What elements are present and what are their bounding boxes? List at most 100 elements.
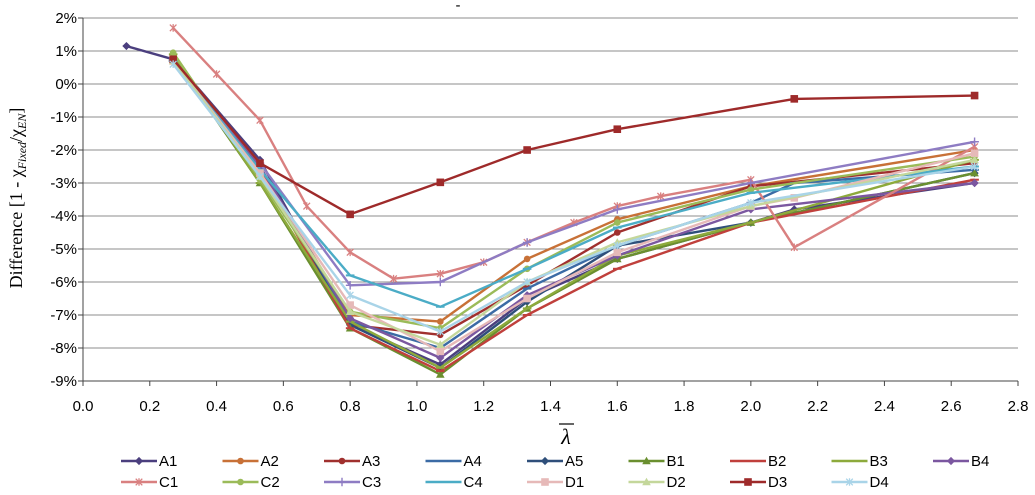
legend-label: C1 <box>159 474 178 491</box>
legend-label: D1 <box>565 474 584 491</box>
legend-label: A5 <box>565 453 583 470</box>
legend-item-C1: C1 <box>121 474 178 491</box>
legend-item-B3: B3 <box>831 453 888 470</box>
legend-item-C3: C3 <box>324 474 381 491</box>
y-axis-label-mid: /χ <box>6 129 26 142</box>
y-axis-label-prefix: Difference [1 - χ <box>6 169 26 288</box>
x-tick-label: 0.8 <box>340 398 361 415</box>
data-point-D3 <box>790 95 799 103</box>
legend-label: A3 <box>362 453 380 470</box>
legend-marker <box>237 457 244 465</box>
x-tick-label: 1.8 <box>674 398 695 415</box>
data-point-D1 <box>523 294 531 303</box>
y-tick-label: -5% <box>50 241 77 258</box>
legend-marker <box>237 478 244 486</box>
data-point-D1 <box>346 301 354 309</box>
data-point-D1 <box>436 347 445 356</box>
data-point-C1 <box>302 202 311 210</box>
data-point-B1 <box>970 168 979 177</box>
legend-label: A2 <box>261 453 279 470</box>
data-point-D1 <box>970 149 979 158</box>
x-tick-label: 1.4 <box>540 398 561 415</box>
legend-item-C4: C4 <box>425 474 483 491</box>
data-point-D4 <box>256 172 264 181</box>
data-point-D4 <box>436 327 445 336</box>
series-line-C4 <box>172 60 975 308</box>
data-point-D3 <box>169 55 177 64</box>
y-tick-label: 1% <box>55 43 77 60</box>
legend-item-D4: D4 <box>831 474 889 491</box>
legend-marker <box>744 478 752 486</box>
legend-label: A4 <box>464 453 482 470</box>
data-point-C2 <box>747 186 755 193</box>
legend-item-B1: B1 <box>628 453 685 470</box>
legend-label: B3 <box>870 453 888 470</box>
data-point-A3 <box>613 229 621 236</box>
legend-label: D2 <box>667 474 686 491</box>
data-point-C3 <box>436 277 445 287</box>
data-point-D3 <box>346 210 354 219</box>
legend-label: C3 <box>362 474 381 491</box>
y-tick-label: -3% <box>50 175 77 192</box>
data-point-D4 <box>346 291 354 299</box>
data-point-C3 <box>746 178 756 188</box>
series-B4 <box>169 56 979 362</box>
y-tick-label: -1% <box>50 109 77 126</box>
legend-item-A3: A3 <box>324 453 380 470</box>
legend-label: B4 <box>971 453 989 470</box>
x-tick-label: 2.0 <box>740 398 761 415</box>
y-tick-label: -7% <box>50 307 77 324</box>
legend-marker <box>540 456 550 466</box>
series-line-A4 <box>172 60 975 350</box>
data-point-D3 <box>523 146 531 154</box>
x-tick-label: 2.6 <box>941 398 962 415</box>
legend-marker <box>134 456 144 466</box>
x-axis-label-glyph: λ <box>560 424 571 449</box>
legend-marker <box>541 478 549 486</box>
legend-label: D3 <box>768 474 787 491</box>
data-point-D3 <box>970 91 979 100</box>
data-point-A2 <box>437 318 444 325</box>
legend-item-A4: A4 <box>425 453 482 470</box>
data-point-C3 <box>522 238 532 247</box>
axes <box>78 17 1019 386</box>
y-tick-label: -8% <box>50 340 77 357</box>
x-tick-label: 1.0 <box>406 398 427 415</box>
legend-item-D2: D2 <box>628 474 686 491</box>
data-point-B1 <box>436 370 445 378</box>
y-tick-label: 2% <box>55 10 77 27</box>
series-A1 <box>122 41 979 369</box>
legend-marker <box>642 477 651 486</box>
data-point-C1 <box>256 116 264 125</box>
data-point-A1 <box>122 41 131 51</box>
x-tick-label: 1.6 <box>607 398 628 415</box>
legend-marker <box>337 477 347 487</box>
data-point-C1 <box>790 243 799 252</box>
series-line-D4 <box>172 63 975 333</box>
x-tick-label: 1.2 <box>473 398 494 415</box>
x-tick-label: 2.2 <box>807 398 828 415</box>
data-point-B4 <box>436 353 445 362</box>
series-line-C1 <box>172 27 976 280</box>
y-axis-label: Difference [1 - χFixed/χEN] <box>6 108 29 289</box>
legend-item-B4: B4 <box>933 453 989 470</box>
legend-marker <box>135 478 143 486</box>
legend-marker <box>642 456 651 465</box>
series-line-B4 <box>172 60 975 360</box>
legend-marker <box>946 456 956 466</box>
y-tick-label: -6% <box>50 274 77 291</box>
legend-item-A1: A1 <box>121 453 177 470</box>
legend-item-C2: C2 <box>222 474 280 491</box>
legend-label: B2 <box>768 453 786 470</box>
data-point-D2 <box>345 307 355 315</box>
series-line-C2 <box>172 51 975 330</box>
data-point-B4 <box>970 178 979 188</box>
data-point-D3 <box>436 178 445 187</box>
series-C2 <box>169 49 978 332</box>
y-tick-label: 0% <box>55 76 77 93</box>
series-line-D2 <box>172 60 975 346</box>
legend-label: C2 <box>261 474 280 491</box>
data-point-C3 <box>970 137 979 147</box>
data-point-C2 <box>169 49 177 56</box>
